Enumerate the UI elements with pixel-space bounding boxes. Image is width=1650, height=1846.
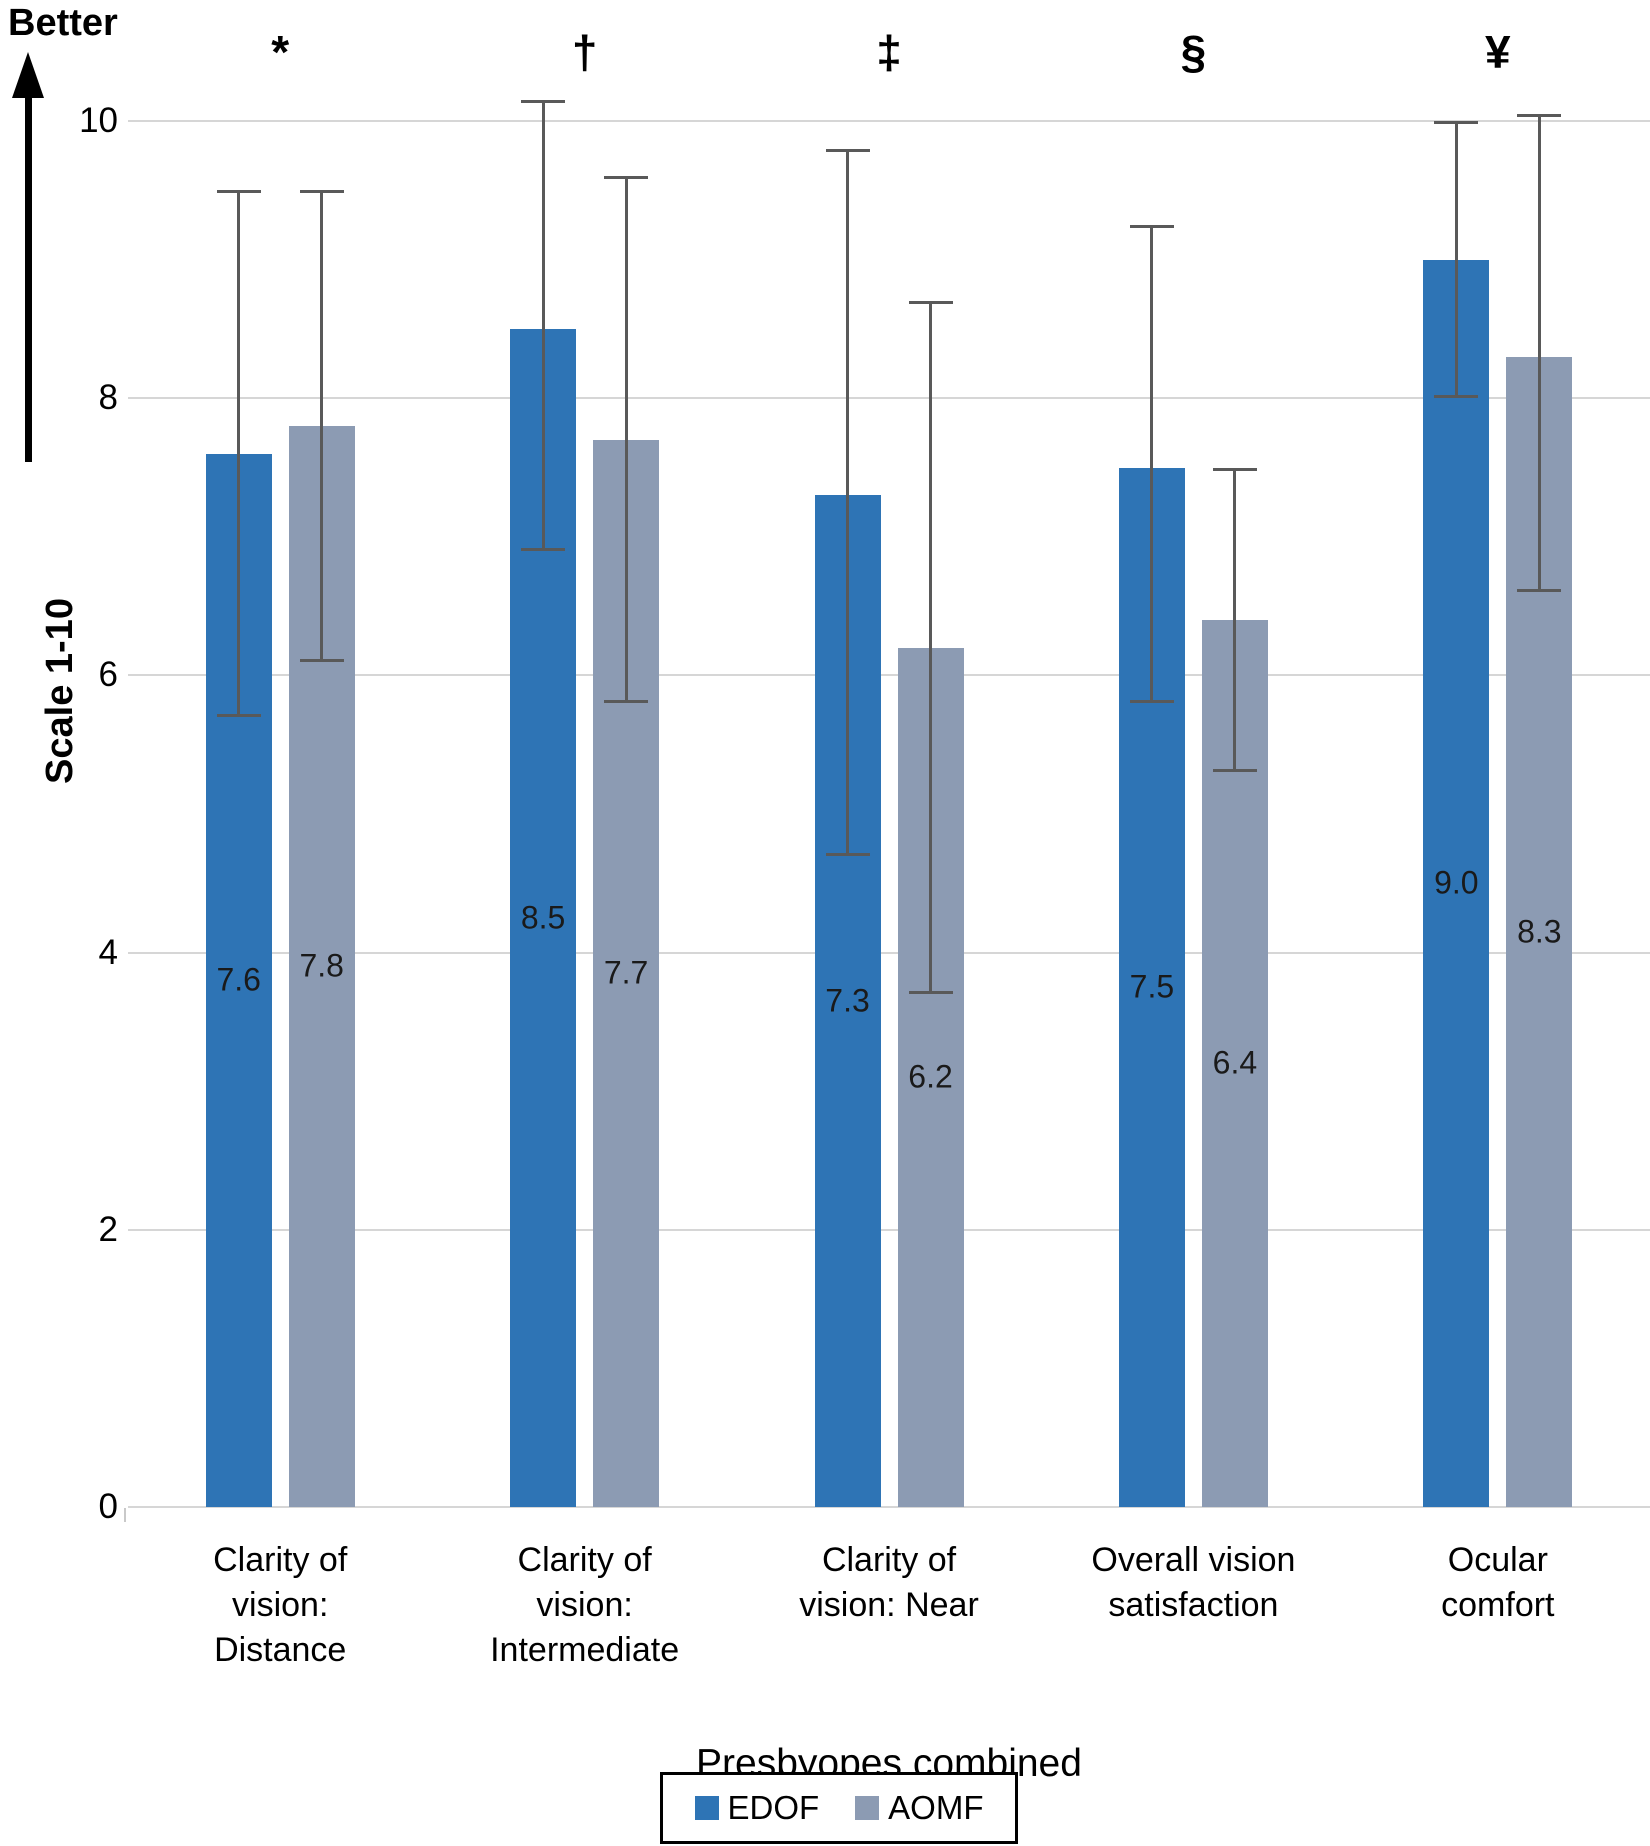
error-bar <box>541 100 545 551</box>
y-tick-label-6: 6 <box>98 655 118 695</box>
plot-area: * 7.6 7.8 † 8.5 7.7 ‡ 7.3 6.2 § 7.5 6.4 ¥9.0 8.3 <box>124 29 1650 1522</box>
bar-edof: 9.0 <box>1423 121 1490 1507</box>
legend-item-aomf: AOMF <box>855 1789 984 1827</box>
bar-fill-edof <box>1423 259 1490 1507</box>
error-bar <box>929 301 933 995</box>
significance-symbol: * <box>271 26 290 78</box>
bar-aomf: 8.3 <box>1506 114 1573 1507</box>
legend-swatch-edof <box>694 1796 719 1820</box>
error-cap-bottom <box>1434 395 1479 399</box>
bar-aomf: 6.4 <box>1201 467 1268 1507</box>
bar-group: † 8.5 7.7 <box>432 29 736 1507</box>
error-cap-bottom <box>521 547 566 551</box>
error-cap-bottom <box>216 713 261 717</box>
y-tick-label-10: 10 <box>79 101 118 140</box>
error-bar <box>237 190 241 717</box>
category-label: Ocular comfort <box>1441 1541 1555 1624</box>
error-cap-top <box>1129 224 1174 228</box>
gridline-8 <box>128 397 1650 400</box>
y-tick-label-4: 4 <box>98 932 118 972</box>
error-bar <box>320 190 324 662</box>
bar-value-label: 7.8 <box>299 947 344 984</box>
category-label: Clarity of vision: Near <box>799 1541 979 1624</box>
bar-pair: 9.0 8.3 <box>1346 114 1650 1507</box>
error-cap-bottom <box>604 700 649 704</box>
x-axis-category-labels: Clarity of vision: Distance Clarity of vi… <box>128 1538 1650 1673</box>
significance-symbol: ‡ <box>876 26 902 78</box>
gridline-6 <box>128 674 1650 677</box>
error-cap-bottom <box>825 852 870 856</box>
bar-group: ¥9.0 8.3 <box>1346 29 1650 1507</box>
bar-pair: 7.3 6.2 <box>737 121 1041 1507</box>
gridline-4 <box>128 951 1650 954</box>
error-cap-top <box>299 190 344 194</box>
gridline-10 <box>128 120 1650 122</box>
significance-symbol: ¥ <box>1485 26 1511 78</box>
category-label: Clarity of vision: Distance <box>213 1541 348 1669</box>
legend-label: EDOF <box>727 1789 820 1826</box>
error-bar <box>1233 467 1237 773</box>
arrow-shaft <box>25 92 32 462</box>
bar-value-label: 7.7 <box>603 954 649 991</box>
arrow-head <box>12 52 44 98</box>
legend-swatch-aomf <box>855 1796 880 1820</box>
bar-edof: 7.3 <box>814 148 881 1507</box>
error-cap-bottom <box>299 658 344 662</box>
error-cap-top <box>908 301 953 305</box>
error-cap-top <box>1212 467 1257 471</box>
error-cap-bottom <box>1517 589 1562 593</box>
bar-aomf: 7.8 <box>288 190 355 1507</box>
bar-aomf: 6.2 <box>897 301 964 1507</box>
bar-pair: 8.5 7.7 <box>432 100 736 1507</box>
error-cap-top <box>521 100 566 104</box>
bar-value-label: 8.3 <box>1517 913 1562 950</box>
error-bar <box>846 148 850 856</box>
bar-pair: 7.5 6.4 <box>1041 121 1345 1507</box>
error-cap-bottom <box>1212 769 1257 773</box>
bar-value-label: 7.6 <box>216 961 261 998</box>
bar-group: § 7.5 6.4 <box>1041 29 1345 1507</box>
gridline-2 <box>128 1228 1650 1231</box>
bar-pair: 7.6 7.8 <box>128 121 432 1507</box>
better-label: Better <box>8 2 118 44</box>
bar-value-label: 9.0 <box>1434 864 1479 901</box>
error-cap-top <box>1517 114 1562 118</box>
significance-symbol: § <box>1180 26 1207 78</box>
significance-symbol: † <box>571 26 598 78</box>
bar-edof: 7.5 <box>1118 224 1185 1507</box>
error-cap-bottom <box>1129 700 1174 704</box>
legend: EDOF AOMF <box>660 1772 1018 1844</box>
bar-value-label: 7.5 <box>1129 968 1175 1005</box>
y-tick-label-2: 2 <box>98 1209 118 1249</box>
error-bar <box>1454 121 1458 399</box>
error-bar <box>1537 114 1541 593</box>
axis-tick <box>124 1508 126 1522</box>
legend-item-edof: EDOF <box>694 1789 820 1827</box>
category-label: Clarity of vision: Intermediate <box>490 1541 680 1669</box>
bar-aomf: 7.7 <box>593 176 660 1507</box>
error-cap-top <box>825 148 870 152</box>
bar-edof: 7.6 <box>205 190 272 1507</box>
bar-value-label: 7.3 <box>825 982 870 1019</box>
y-tick-label-0: 0 <box>98 1487 118 1526</box>
error-bar <box>624 176 628 704</box>
error-cap-bottom <box>908 991 953 995</box>
error-bar <box>1150 224 1154 704</box>
error-cap-top <box>1434 121 1479 124</box>
bar-group: * 7.6 7.8 <box>128 29 432 1507</box>
error-cap-top <box>604 176 649 180</box>
gridline-0 <box>124 1506 1650 1522</box>
bar-group: ‡ 7.3 6.2 <box>737 29 1041 1507</box>
bar-value-label: 8.5 <box>520 899 566 936</box>
error-cap-top <box>216 190 261 194</box>
legend-label: AOMF <box>888 1789 984 1826</box>
category-label: Overall vision satisfaction <box>1091 1541 1296 1624</box>
bar-value-label: 6.2 <box>908 1058 953 1095</box>
bar-edof: 8.5 <box>510 100 577 1507</box>
bar-groups: * 7.6 7.8 † 8.5 7.7 ‡ 7.3 6.2 § 7.5 6.4 ¥9.0 8.3 <box>128 29 1650 1507</box>
y-tick-label-8: 8 <box>98 378 118 418</box>
bar-value-label: 6.4 <box>1212 1044 1258 1081</box>
